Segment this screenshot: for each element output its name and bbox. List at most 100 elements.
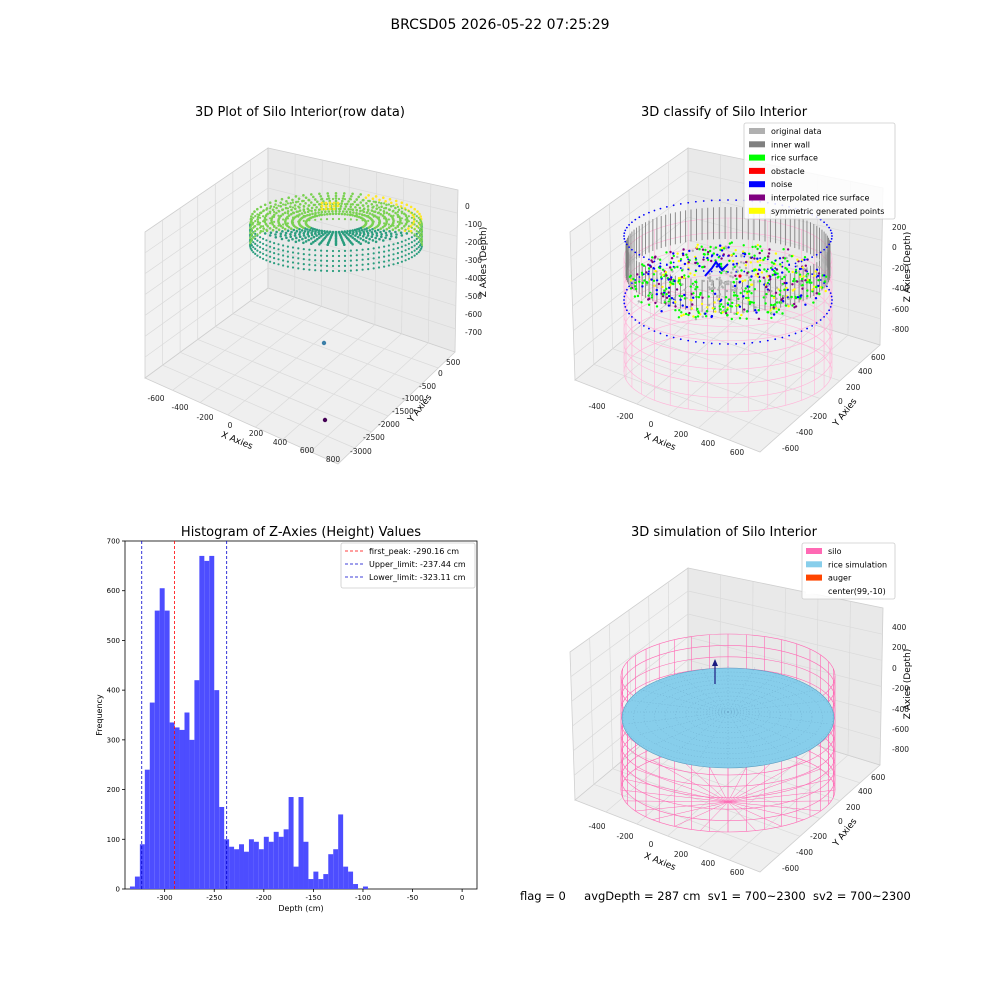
p1-ztick: -200 xyxy=(465,238,482,247)
p1-cloud-point xyxy=(310,231,313,235)
footer-sv1: sv1 = 700~2300 xyxy=(707,889,806,903)
p1-cloud-point xyxy=(273,252,276,255)
p1-cloud-point xyxy=(310,237,313,240)
p1-cloud-point xyxy=(315,214,319,218)
p2-surface-point xyxy=(762,258,765,261)
p1-cloud-point xyxy=(318,203,321,206)
p1-cloud-point xyxy=(268,201,272,204)
p3-xlabel: Depth (cm) xyxy=(278,904,323,913)
histogram-bar xyxy=(144,769,150,889)
p2-surface-point xyxy=(734,287,737,290)
p1-cloud-point xyxy=(279,214,283,218)
p1-cloud-point xyxy=(392,214,395,217)
p1-cloud-point xyxy=(273,220,276,223)
histogram-bar xyxy=(293,866,299,889)
p2-noise-point xyxy=(794,332,797,335)
p1-ztick: 0 xyxy=(465,202,470,211)
p1-cloud-point xyxy=(314,254,317,257)
p1-cloud-point xyxy=(392,253,395,256)
p2-surface-point xyxy=(696,315,700,318)
p2-surface-point xyxy=(774,273,777,276)
legend-swatch xyxy=(749,181,765,188)
p1-cloud-point xyxy=(389,232,393,235)
p1-cloud-point xyxy=(286,222,289,225)
p4-silo-spoke xyxy=(727,801,804,820)
p2-noise-point xyxy=(800,260,803,263)
p2-surface-point xyxy=(718,278,721,282)
p4-rice-contour xyxy=(706,703,750,723)
p2-noise-point xyxy=(624,292,627,295)
p2-noise-point xyxy=(774,259,777,262)
p2-surface-point xyxy=(775,297,778,300)
p2-surface-point xyxy=(688,249,691,253)
p1-cloud-point xyxy=(349,208,352,211)
p1-cloud-point xyxy=(400,255,403,258)
p2-surface-point xyxy=(657,282,661,286)
p2-noise-point xyxy=(653,260,656,263)
p2-surface-point xyxy=(659,272,662,276)
p2-surface-point xyxy=(801,287,804,290)
p1-cloud-point xyxy=(385,218,388,222)
p1-cloud-point xyxy=(331,212,335,216)
p1-ztick: -500 xyxy=(465,292,482,301)
p1-cloud-point xyxy=(265,218,268,221)
histogram-bar xyxy=(214,690,220,889)
p2-noise-point xyxy=(766,258,769,261)
p1-cloud-point xyxy=(396,257,399,260)
p2-surface-point xyxy=(738,317,742,320)
p1-cloud-point xyxy=(249,225,252,228)
p2-noise-point xyxy=(687,268,690,271)
p2-surface-point xyxy=(754,268,757,271)
p2-surface-point xyxy=(690,307,693,310)
p2-surface-point xyxy=(804,264,807,267)
p2-noise-point xyxy=(727,343,729,345)
p2-surface-point xyxy=(754,273,758,276)
p2-surface-point xyxy=(785,268,789,271)
p1-cloud-point xyxy=(400,212,403,215)
p1-cloud-point xyxy=(361,204,364,207)
p2-noise-point xyxy=(648,258,650,261)
p2-surface-point xyxy=(711,279,714,282)
p2-surface-point xyxy=(683,262,687,266)
p1-cloud-point xyxy=(286,217,289,220)
histogram-bar xyxy=(248,839,254,889)
panel2-title: 3D classify of Silo Interior xyxy=(641,105,808,120)
p1-cloud-point xyxy=(256,239,259,242)
p2-surface-point xyxy=(781,312,784,315)
p2-surface-point xyxy=(776,276,779,279)
p2-surface-point xyxy=(689,285,692,288)
p1-cloud-point xyxy=(284,203,287,207)
p4-auger-tip xyxy=(712,659,718,666)
p1-cloud-point xyxy=(297,205,300,208)
p2-noise-point xyxy=(623,237,626,240)
p2-noise-point xyxy=(672,261,675,264)
p1-cloud-point xyxy=(419,249,422,252)
legend-swatch xyxy=(749,154,765,161)
p4-rice-contour xyxy=(643,679,813,754)
p1-cloud-point xyxy=(371,228,374,231)
p1-cloud-point xyxy=(397,228,401,232)
p2-surface-point xyxy=(817,272,821,275)
p1-cloud-point xyxy=(294,195,298,198)
p1-cloud-point xyxy=(325,254,329,257)
p1-cloud-point xyxy=(256,215,260,219)
p2-legend-box xyxy=(743,122,896,220)
p1-cloud-point xyxy=(314,198,317,201)
p2-surface-point xyxy=(712,252,715,255)
histogram-bar xyxy=(129,886,135,889)
p1-cloud-point xyxy=(375,234,379,237)
p2-surface-point xyxy=(683,293,686,297)
p2-surface-point xyxy=(663,301,666,304)
p1-cloud-point xyxy=(413,207,417,211)
p2-surface-point xyxy=(774,252,778,255)
p2-surface-point xyxy=(775,301,779,304)
p1-cloud-point xyxy=(400,207,403,210)
p1-cloud-point xyxy=(372,210,375,213)
p2-surface-point xyxy=(660,310,663,313)
p1-cloud-point xyxy=(308,214,311,217)
p1-cloud-point xyxy=(284,234,287,237)
p1-cloud-point xyxy=(269,222,272,225)
p2-ztick: 0 xyxy=(892,243,897,252)
p2-surface-point xyxy=(772,262,775,265)
